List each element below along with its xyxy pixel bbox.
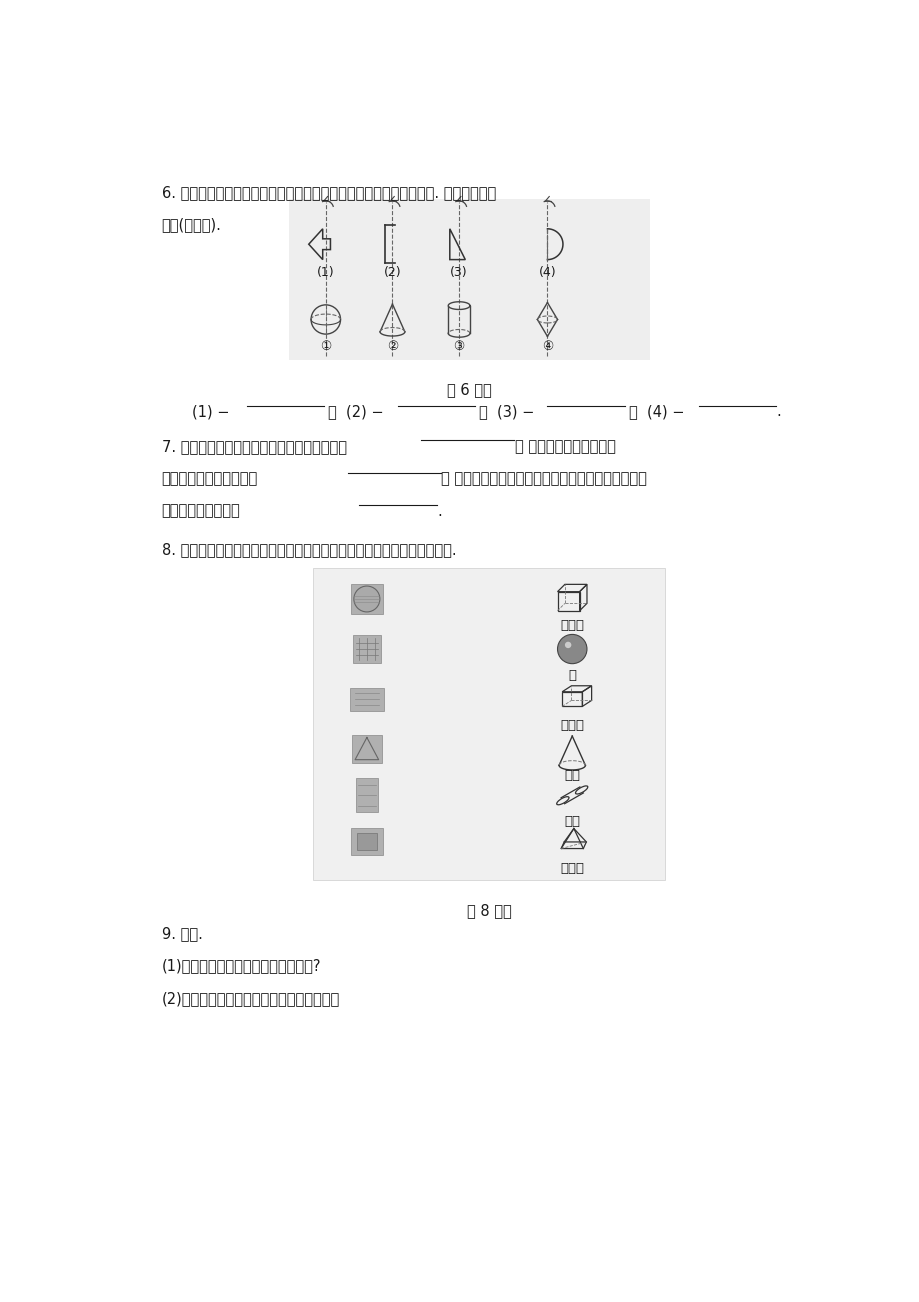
Text: 第 8 题图: 第 8 题图	[466, 904, 511, 918]
Bar	[289, 199, 649, 359]
Text: (1)这个图象是平面图形还是立体图形?: (1)这个图象是平面图形还是立体图形?	[162, 958, 321, 974]
Text: ； 直角三角形纸片绕它的一条直角边所在直线旋转形: ； 直角三角形纸片绕它的一条直角边所在直线旋转形	[441, 471, 646, 486]
Text: 9. 如图.: 9. 如图.	[162, 926, 202, 941]
Bar	[357, 833, 376, 850]
Text: 8. 下图中实物的形状对应哪些立体图形？把相应的实物与图形用线连起来.: 8. 下图中实物的形状对应哪些立体图形？把相应的实物与图形用线连起来.	[162, 542, 456, 557]
Text: 圆锥: 圆锥	[563, 769, 580, 783]
Text: (2): (2)	[383, 266, 401, 279]
Text: 上画出一个扇面，这说明: 上画出一个扇面，这说明	[162, 471, 257, 486]
Circle shape	[564, 642, 571, 648]
Text: (4): (4)	[538, 266, 556, 279]
Bar	[356, 779, 378, 812]
Text: 圆柱: 圆柱	[563, 815, 580, 828]
Text: ②: ②	[386, 340, 398, 353]
Text: ③: ③	[453, 340, 464, 353]
Text: 成一个圆锥，这说明: 成一个圆锥，这说明	[162, 504, 240, 518]
Circle shape	[557, 634, 586, 664]
Text: 6. 如图所示，第一行的图形绕虚线旋转一周，得到第二行的某个图形. 请填出对应的: 6. 如图所示，第一行的图形绕虚线旋转一周，得到第二行的某个图形. 请填出对应的	[162, 185, 495, 199]
Text: 7. 笔尖在纸上快速滑动写出一个汉字，这说明: 7. 笔尖在纸上快速滑动写出一个汉字，这说明	[162, 439, 346, 454]
Bar	[353, 635, 380, 663]
Text: 四棱锥: 四棱锥	[560, 862, 584, 875]
Text: ； 汽车的雨刷在挡风玻璃: ； 汽车的雨刷在挡风玻璃	[515, 439, 615, 454]
Bar	[350, 828, 382, 855]
Text: ；  (2) −: ； (2) −	[328, 404, 383, 419]
Text: 长方体: 长方体	[560, 719, 584, 732]
Bar	[352, 736, 381, 763]
Text: .: .	[776, 404, 781, 419]
Bar	[312, 568, 664, 880]
Bar	[349, 687, 383, 711]
Text: (1): (1)	[317, 266, 335, 279]
Text: .: .	[437, 504, 442, 518]
Text: 第 6 题图: 第 6 题图	[447, 383, 492, 397]
Text: ；  (3) −: ； (3) −	[479, 404, 534, 419]
Text: (2)它有多少个面？多少条棱？多少个顶点？: (2)它有多少个面？多少条棱？多少个顶点？	[162, 991, 339, 1006]
Text: (3): (3)	[449, 266, 468, 279]
Text: 球: 球	[568, 669, 575, 682]
Circle shape	[354, 586, 380, 612]
Bar	[350, 583, 382, 615]
Text: 正方体: 正方体	[560, 618, 584, 631]
Text: ①: ①	[320, 340, 331, 353]
Text: (1) −: (1) −	[192, 404, 230, 419]
Text: 图形(填序号).: 图形(填序号).	[162, 217, 221, 232]
Text: ；  (4) −: ； (4) −	[629, 404, 684, 419]
Text: ④: ④	[541, 340, 552, 353]
